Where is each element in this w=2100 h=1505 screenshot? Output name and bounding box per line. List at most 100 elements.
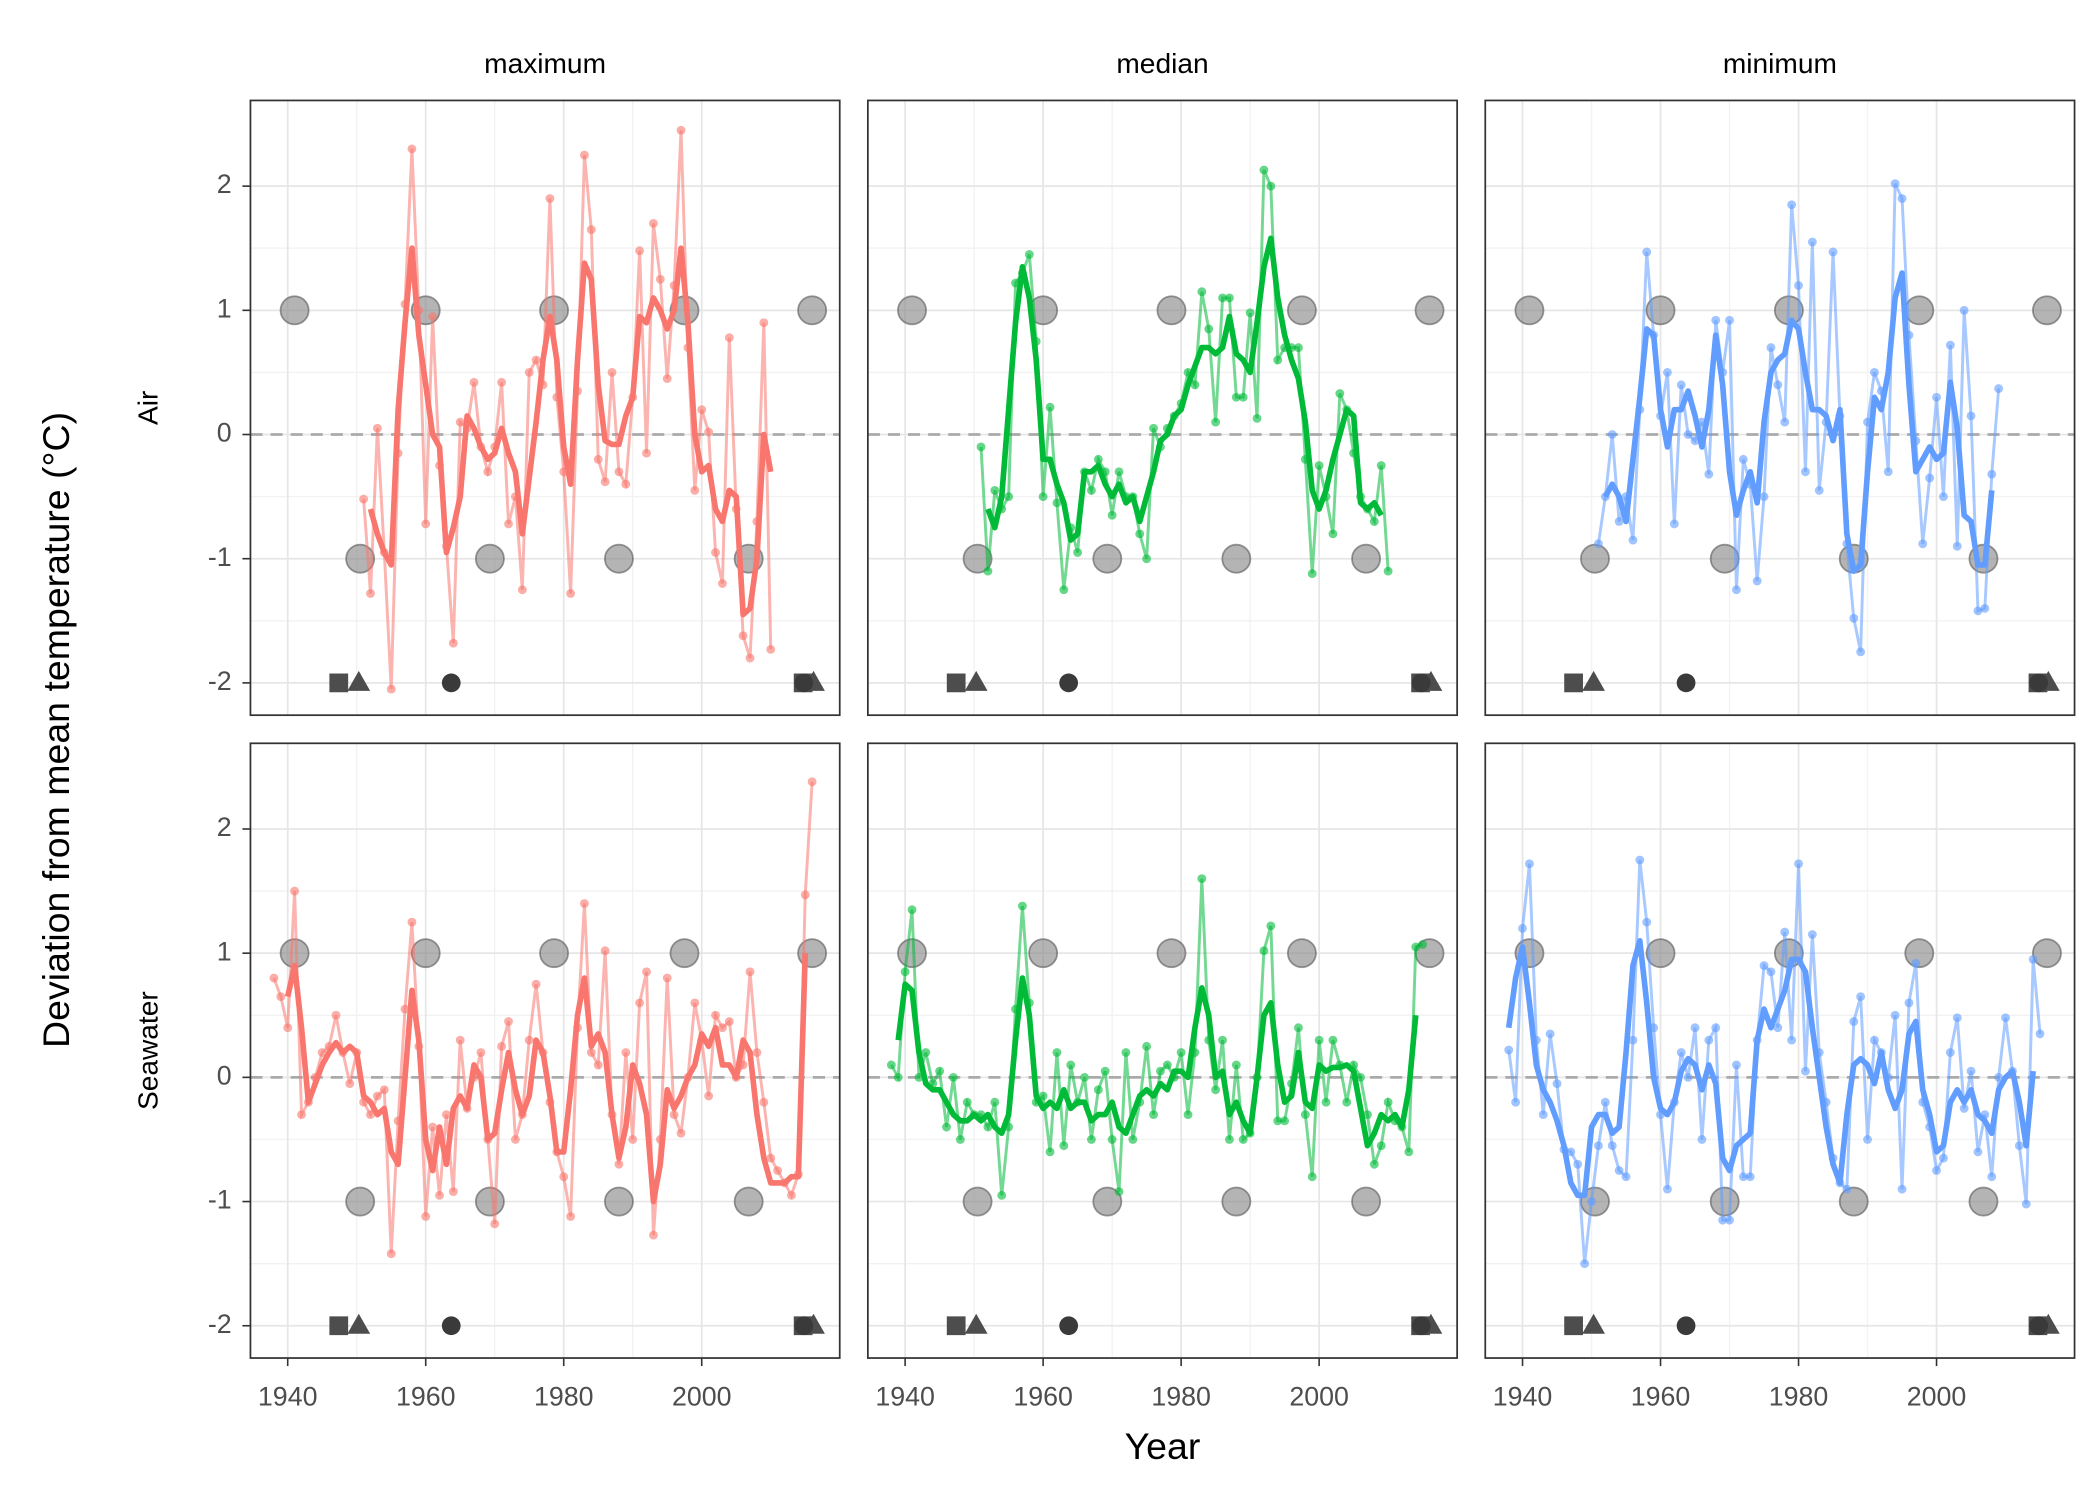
data-point (1614, 517, 1624, 526)
data-point (1238, 1135, 1248, 1144)
data-point (766, 644, 776, 654)
cycle-marker (1092, 543, 1123, 574)
data-point (1259, 165, 1269, 175)
data-point (1404, 1147, 1414, 1157)
y-tick-label: 0 (217, 418, 232, 448)
data-point (1045, 402, 1055, 412)
data-point (759, 318, 769, 328)
data-point (524, 367, 534, 377)
event-marker (1564, 1316, 1583, 1336)
cycle-marker (1645, 938, 1676, 969)
event-marker (964, 670, 988, 691)
data-point (1704, 469, 1714, 479)
data-point (372, 1091, 382, 1101)
data-point (1945, 340, 1955, 350)
data-point (1314, 1035, 1324, 1045)
data-point (386, 684, 396, 694)
event-marker (441, 673, 461, 693)
data-point (1773, 380, 1783, 390)
data-point (1752, 576, 1762, 586)
data-point (1538, 1110, 1548, 1120)
data-point (635, 246, 645, 256)
data-point (1794, 859, 1803, 869)
data-point (1732, 585, 1741, 595)
data-point (1849, 613, 1859, 623)
data-point (1814, 485, 1824, 495)
data-point (297, 1110, 306, 1120)
data-point (752, 1048, 762, 1057)
data-point (566, 1212, 576, 1221)
data-point (497, 377, 507, 387)
x-tick-label: 1980 (1769, 1381, 1829, 1411)
event-marker (2029, 1316, 2049, 1336)
cycle-marker (962, 1186, 993, 1217)
data-point (990, 1097, 1000, 1107)
data-point (1780, 417, 1790, 427)
series-line (1507, 859, 2042, 1264)
data-point (1356, 1072, 1365, 1082)
data-point (662, 374, 672, 384)
data-point (1918, 539, 1928, 549)
data-point (1418, 940, 1428, 949)
data-point (662, 973, 672, 983)
data-point (586, 225, 596, 235)
data-point (787, 1190, 796, 1200)
data-point (1863, 1135, 1872, 1144)
event-marker (329, 1316, 349, 1336)
data-point (1690, 1023, 1700, 1033)
panel-border (866, 742, 1459, 1359)
data-point (276, 992, 286, 1002)
data-point (435, 1190, 444, 1200)
x-tick-label: 1980 (534, 1381, 594, 1411)
data-point (441, 1110, 451, 1120)
data-point (704, 427, 714, 437)
data-point (1218, 1035, 1227, 1045)
data-point (1321, 1097, 1331, 1107)
data-point (1280, 1116, 1290, 1126)
data-point (421, 519, 431, 529)
cycle-marker (1904, 938, 1935, 969)
data-point (1294, 1023, 1303, 1033)
data-point (1607, 430, 1617, 439)
data-point (1087, 1135, 1096, 1144)
data-point (1093, 1085, 1103, 1095)
data-point (893, 1072, 903, 1082)
data-point (807, 777, 817, 787)
column-label: median (1116, 48, 1208, 79)
data-point (1621, 1172, 1631, 1182)
x-tick-label: 2000 (1907, 1381, 1967, 1411)
data-point (1828, 247, 1838, 257)
data-point (1038, 1091, 1048, 1101)
data-point (1300, 1110, 1310, 1120)
cycle-marker (962, 543, 993, 574)
panel (866, 99, 1459, 717)
panel-border (1484, 99, 2076, 717)
data-point (531, 355, 541, 365)
data-point (1197, 287, 1207, 297)
data-point (1024, 250, 1034, 259)
data-point (359, 494, 369, 504)
series-line (985, 235, 1384, 543)
data-point (524, 1035, 534, 1045)
data-point (1114, 1187, 1124, 1197)
data-point (1059, 1141, 1069, 1151)
data-point (1787, 200, 1797, 210)
data-point (531, 979, 541, 989)
data-point (455, 1035, 465, 1045)
data-point (1294, 343, 1303, 353)
data-point (1052, 1048, 1062, 1057)
data-point (1925, 473, 1935, 483)
data-point (490, 1219, 500, 1229)
data-point (1952, 1013, 1962, 1023)
data-point (593, 454, 603, 464)
data-point (1045, 1147, 1055, 1157)
x-tick-label: 1960 (1013, 1381, 1073, 1411)
data-point (690, 485, 700, 495)
cycle-marker (897, 295, 927, 326)
cycle-marker (1286, 295, 1317, 326)
data-point (718, 1023, 727, 1033)
data-point (1142, 1041, 1152, 1051)
data-point (1545, 1029, 1555, 1039)
data-point (614, 467, 624, 477)
data-point (1383, 1097, 1393, 1107)
